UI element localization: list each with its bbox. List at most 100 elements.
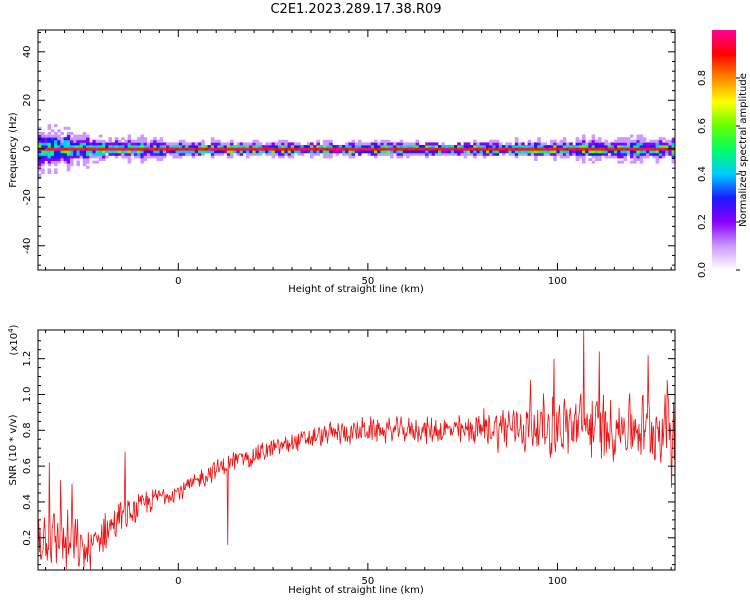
heatmap-cell xyxy=(425,150,429,154)
heatmap-cell xyxy=(82,134,87,138)
heatmap-cell xyxy=(623,139,628,143)
heatmap-cell xyxy=(297,145,301,148)
heatmap-cell xyxy=(594,139,599,143)
heatmap-cell xyxy=(591,152,596,156)
heatmap-cell xyxy=(140,150,144,154)
heatmap-cell xyxy=(41,134,45,138)
heatmap-cell xyxy=(642,155,647,159)
heatmap-cell xyxy=(188,142,192,146)
heatmap-cell xyxy=(406,152,410,156)
heatmap-cell xyxy=(521,145,525,148)
heatmap-cell xyxy=(111,152,116,156)
heatmap-cell xyxy=(636,158,640,161)
heatmap-cell xyxy=(143,150,148,154)
heatmap-cell xyxy=(178,139,183,143)
heatmap-cell xyxy=(425,155,429,159)
heatmap-cell xyxy=(658,152,663,156)
heatmap-cell xyxy=(204,145,208,148)
heatmap-cell xyxy=(402,152,407,156)
heatmap-cell xyxy=(287,152,292,156)
heatmap-cell xyxy=(316,145,320,148)
heatmap-cell xyxy=(246,147,250,151)
heatmap-cell xyxy=(63,137,68,141)
heatmap-cell xyxy=(76,152,80,156)
heatmap-cell xyxy=(374,152,378,156)
heatmap-cell xyxy=(249,142,253,146)
heatmap-cell xyxy=(134,152,138,156)
heatmap-cell xyxy=(374,147,378,151)
heatmap-cell xyxy=(626,150,631,154)
heatmap-cell xyxy=(143,152,148,156)
heatmap-cell xyxy=(511,150,516,154)
heatmap-cell xyxy=(601,150,605,154)
heatmap-cell xyxy=(111,145,116,148)
top-y-axis-label: Frequency (Hz) xyxy=(8,112,19,188)
heatmap-cell xyxy=(214,142,218,146)
heatmap-cell xyxy=(658,139,663,143)
heatmap-cell xyxy=(361,150,365,154)
heatmap-cell xyxy=(162,145,167,148)
heatmap-cell xyxy=(60,152,64,156)
heatmap-cell xyxy=(102,150,106,154)
heatmap-cell xyxy=(668,139,672,143)
heatmap-cell xyxy=(159,137,164,141)
heatmap-cell xyxy=(118,139,122,143)
heatmap-cell xyxy=(214,139,218,143)
heatmap-cell xyxy=(82,139,87,143)
heatmap-cell xyxy=(614,147,618,151)
heatmap-cell xyxy=(409,152,413,156)
heatmap-cell xyxy=(390,142,394,146)
spectrogram-panel: 0 50 100 -40 -20 0 20 40 Height of straight li… xyxy=(8,29,676,295)
heatmap-cell xyxy=(588,152,592,156)
heatmap-cell xyxy=(79,155,84,159)
heatmap-cell xyxy=(559,142,564,146)
heatmap-cell xyxy=(604,139,608,143)
heatmap-cell xyxy=(66,150,71,154)
heatmap-cell xyxy=(210,155,215,159)
heatmap-cell xyxy=(591,137,596,141)
heatmap-cell xyxy=(258,142,263,146)
heatmap-cell xyxy=(434,150,439,154)
heatmap-cell xyxy=(66,165,71,169)
heatmap-cell xyxy=(156,152,160,156)
heatmap-cell xyxy=(73,139,77,143)
heatmap-cell xyxy=(326,145,330,148)
heatmap-cell xyxy=(188,152,192,156)
heatmap-cell xyxy=(329,145,333,148)
heatmap-cell xyxy=(150,152,154,156)
heatmap-cell xyxy=(326,155,330,159)
heatmap-cell xyxy=(505,142,509,146)
heatmap-cell xyxy=(630,142,634,146)
heatmap-cell xyxy=(335,150,340,154)
heatmap-cell xyxy=(508,152,512,156)
heatmap-cell xyxy=(444,152,448,156)
heatmap-cell xyxy=(652,142,656,146)
heatmap-cell xyxy=(511,152,516,156)
heatmap-cell xyxy=(268,142,272,146)
heatmap-cell xyxy=(92,145,96,148)
heatmap-cell xyxy=(534,158,538,161)
heatmap-cell xyxy=(89,145,93,148)
heatmap-cell xyxy=(153,152,157,156)
heatmap-cell xyxy=(166,145,170,148)
heatmap-cell xyxy=(329,150,333,154)
heatmap-cell xyxy=(140,134,144,138)
heatmap-cell xyxy=(434,147,439,151)
heatmap-cell xyxy=(290,142,295,146)
heatmap-cell xyxy=(140,137,144,141)
heatmap-cell xyxy=(41,171,45,174)
heatmap-cell xyxy=(377,150,381,154)
colorbar-label: Normalized spectral amplitude xyxy=(738,73,749,227)
heatmap-cell xyxy=(610,152,615,156)
heatmap-cell xyxy=(566,150,570,154)
heatmap-cell xyxy=(662,137,666,141)
heatmap-cell xyxy=(121,142,125,146)
heatmap-cell xyxy=(409,150,413,154)
heatmap-cell xyxy=(358,152,362,156)
heatmap-cell xyxy=(620,160,624,164)
heatmap-cell xyxy=(63,158,68,161)
heatmap-cell xyxy=(54,137,58,141)
heatmap-cell xyxy=(86,137,90,141)
heatmap-cell xyxy=(114,150,119,154)
heatmap-cell xyxy=(623,142,628,146)
